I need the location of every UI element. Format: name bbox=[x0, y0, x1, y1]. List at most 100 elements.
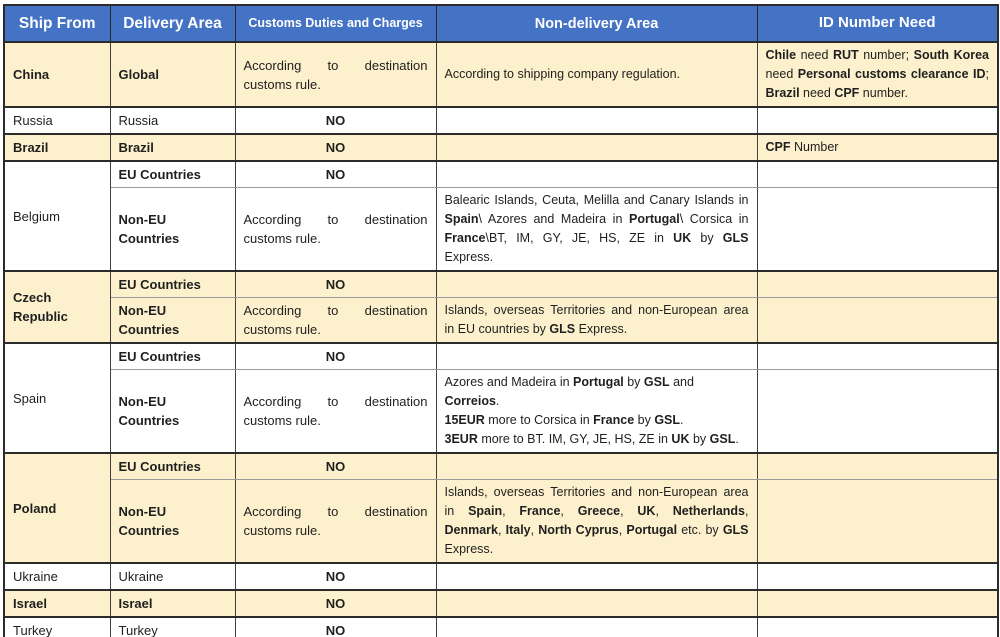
cell-ship-from: Belgium bbox=[3, 160, 111, 272]
bold-text: EU Countries bbox=[118, 349, 201, 365]
table-row: Czech Republic EU Countries NO bbox=[3, 270, 999, 344]
bold-text: France bbox=[593, 413, 635, 428]
cell-customs-duties: NO bbox=[234, 616, 437, 637]
cell-delivery-area: Non-EU Countries bbox=[109, 369, 236, 454]
bold-text: Czech Republic bbox=[13, 290, 68, 325]
bold-text: Non-EU Countries bbox=[118, 504, 180, 539]
cell-customs-duties: NO bbox=[234, 270, 437, 299]
cell-ship-from: China bbox=[3, 41, 111, 108]
cell-customs-duties: NO bbox=[234, 106, 437, 135]
table-row: Spain EU Countries NO bbox=[3, 342, 999, 454]
cell-non-delivery-area bbox=[435, 160, 758, 189]
cell-id-number bbox=[756, 479, 999, 564]
bold-text: CPF bbox=[765, 140, 791, 155]
cell-ship-from: Poland bbox=[3, 452, 111, 564]
cell-customs-duties: NO bbox=[234, 562, 437, 591]
cell-non-delivery-area bbox=[435, 616, 758, 637]
table-row: Ukraine Ukraine NO bbox=[3, 562, 999, 591]
bold-text: France bbox=[519, 504, 561, 519]
bold-text: Brazil bbox=[13, 140, 49, 156]
bold-text: EU Countries bbox=[118, 167, 201, 183]
cell-delivery-area: EU Countries bbox=[109, 452, 236, 481]
header-row: Ship From Delivery Area Customs Duties a… bbox=[3, 4, 999, 44]
bold-text: Portugal bbox=[629, 212, 680, 227]
table-row: Brazil Brazil NO CPF Number bbox=[3, 133, 999, 162]
cell-ship-from: Israel bbox=[3, 589, 111, 618]
column-header-delivery-area: Delivery Area bbox=[109, 4, 236, 44]
table-row: Russia Russia NO bbox=[3, 106, 999, 135]
bold-text: UK bbox=[671, 432, 690, 447]
cell-non-delivery-area bbox=[435, 589, 758, 618]
bold-text: Personal customs clearance ID bbox=[797, 67, 986, 82]
table-body: China Global According to destination cust… bbox=[3, 41, 999, 637]
shipping-table: Ship From Delivery Area Customs Duties a… bbox=[3, 4, 999, 637]
table-row: Israel Israel NO bbox=[3, 589, 999, 618]
bold-text: Israel bbox=[13, 596, 47, 612]
bold-text: Brazil bbox=[118, 140, 154, 156]
table-row: Poland EU Countries NO bbox=[3, 452, 999, 564]
cell-non-delivery-area: Islands, overseas Territories and non-Eu… bbox=[435, 297, 758, 344]
column-header-id-number-need: ID Number Need bbox=[756, 4, 999, 44]
cell-non-delivery-area: According to shipping company regulation… bbox=[435, 41, 758, 108]
bold-text: EU Countries bbox=[118, 277, 201, 293]
cell-id-number bbox=[756, 297, 999, 344]
table-row: Belgium EU Countries NO bbox=[3, 160, 999, 272]
cell-id-number bbox=[756, 589, 999, 618]
bold-text: UK bbox=[673, 231, 692, 246]
cell-delivery-area: Ukraine bbox=[109, 562, 236, 591]
bold-text: Global bbox=[118, 67, 159, 83]
cell-delivery-area: Israel bbox=[109, 589, 236, 618]
text-line: 15EUR more to Corsica in France by GSL. bbox=[444, 413, 684, 428]
cell-id-number bbox=[756, 562, 999, 591]
bold-text: Greece bbox=[577, 504, 621, 519]
cell-ship-from: Spain bbox=[3, 342, 111, 454]
cell-delivery-area: Non-EU Countries bbox=[109, 187, 236, 272]
bold-text: 3EUR bbox=[444, 432, 478, 447]
cell-ship-from: Ukraine bbox=[3, 562, 111, 591]
cell-customs-duties: According to destination customs rule. bbox=[234, 297, 437, 344]
cell-ship-from: Turkey bbox=[3, 616, 111, 637]
bold-text: CPF bbox=[834, 86, 860, 101]
cell-customs-duties: NO bbox=[234, 452, 437, 481]
cell-delivery-area: Global bbox=[109, 41, 236, 108]
cell-delivery-area: Non-EU Countries bbox=[109, 479, 236, 564]
cell-non-delivery-area: Balearic Islands, Ceuta, Melilla and Can… bbox=[435, 187, 758, 272]
cell-customs-duties: According to destination customs rule. bbox=[234, 369, 437, 454]
text-line: Azores and Madeira in Portugal by GSL an… bbox=[444, 375, 694, 409]
cell-non-delivery-area bbox=[435, 342, 758, 371]
bold-text: South Korea bbox=[913, 48, 990, 63]
bold-text: Portugal bbox=[573, 375, 624, 390]
cell-customs-duties: NO bbox=[234, 160, 437, 189]
text-line: 3EUR more to BT. IM, GY, JE, HS, ZE in U… bbox=[444, 432, 739, 447]
cell-delivery-area: Non-EU Countries bbox=[109, 297, 236, 344]
cell-non-delivery-area bbox=[435, 133, 758, 162]
cell-customs-duties: According to destination customs rule. bbox=[234, 187, 437, 272]
table-row: Non-EU Countries According to destination… bbox=[4, 297, 999, 344]
cell-id-number: CPF Number bbox=[756, 133, 999, 162]
bold-text: GLS bbox=[722, 523, 749, 538]
cell-id-number: Chile need RUT number; South Korea need … bbox=[756, 41, 999, 108]
cell-customs-duties: According to destination customs rule. bbox=[234, 479, 437, 564]
bold-text: North Cyprus bbox=[538, 523, 619, 538]
bold-text: RUT bbox=[832, 48, 859, 63]
bold-text: Portugal bbox=[626, 523, 678, 538]
cell-ship-from: Brazil bbox=[3, 133, 111, 162]
table-row: Non-EU Countries According to destination… bbox=[4, 479, 999, 564]
cell-customs-duties: NO bbox=[234, 133, 437, 162]
cell-customs-duties: NO bbox=[234, 342, 437, 371]
bold-text: Non-EU Countries bbox=[118, 303, 180, 338]
bold-text: Italy bbox=[505, 523, 531, 538]
cell-customs-duties: NO bbox=[234, 589, 437, 618]
bold-text: Netherlands bbox=[672, 504, 746, 519]
cell-non-delivery-area bbox=[435, 270, 758, 299]
bold-text: Israel bbox=[118, 596, 153, 612]
column-header-customs-duties: Customs Duties and Charges bbox=[234, 4, 437, 44]
bold-text: Denmark bbox=[444, 523, 499, 538]
bold-text: Spain bbox=[468, 504, 503, 519]
bold-text: Non-EU Countries bbox=[118, 394, 180, 429]
bold-text: GLS bbox=[722, 231, 749, 246]
column-header-non-delivery-area: Non-delivery Area bbox=[435, 4, 758, 44]
cell-non-delivery-area: Islands, overseas Territories and non-Eu… bbox=[435, 479, 758, 564]
cell-id-number bbox=[756, 187, 999, 272]
